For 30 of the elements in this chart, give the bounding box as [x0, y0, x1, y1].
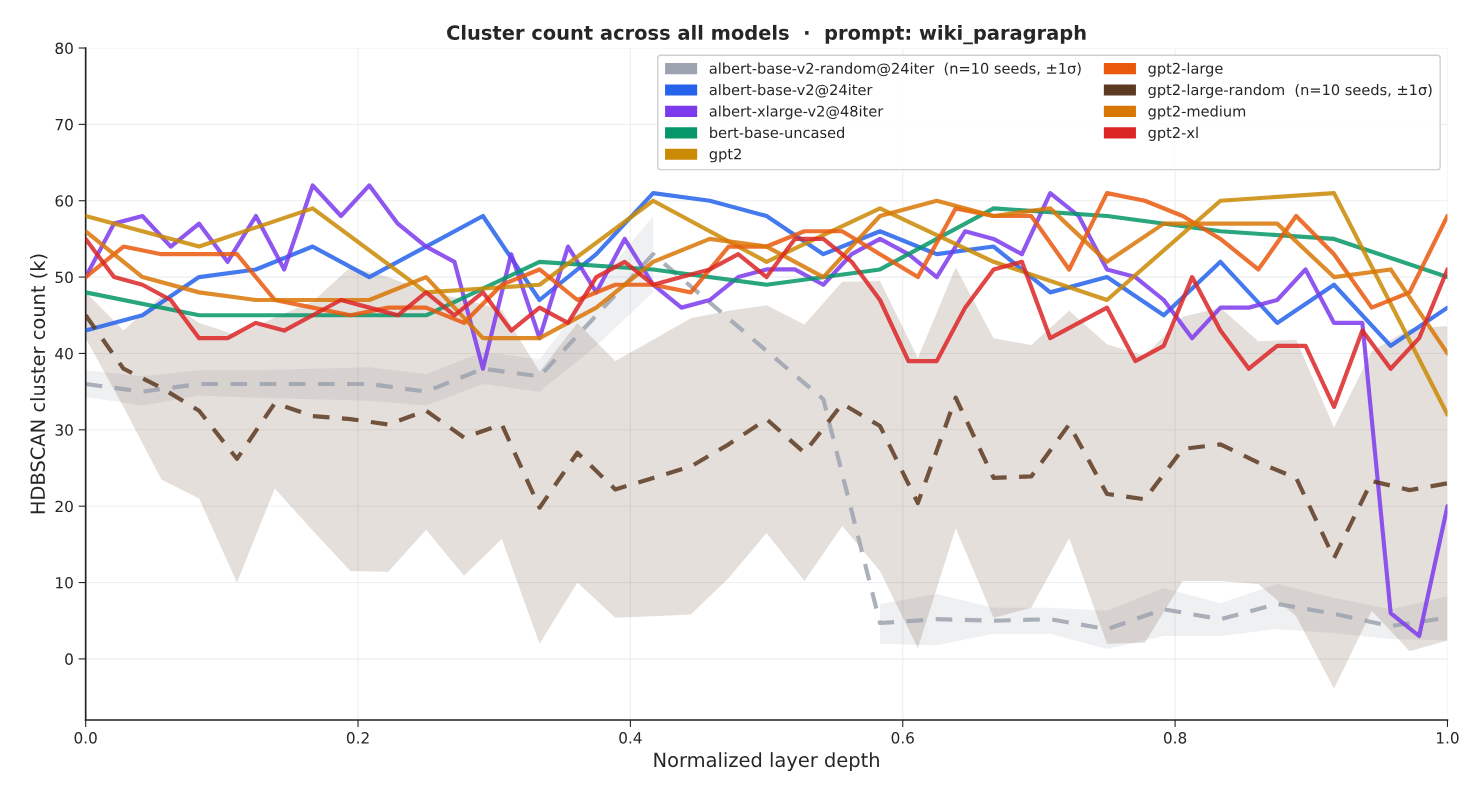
legend-label: gpt2-large [1148, 62, 1223, 77]
legend-label: albert-xlarge-v2@48iter [709, 105, 884, 120]
y-tick-label: 30 [55, 424, 73, 436]
y-tick-label: 50 [55, 271, 73, 284]
x-axis-title: Normalized layer depth [654, 752, 879, 771]
x-tick-label: 0.6 [891, 732, 914, 744]
legend-label: gpt2-large-random (n=10 seeds, ±1σ) [1148, 83, 1432, 99]
x-tick-label: 0.2 [346, 732, 369, 744]
y-tick-label: 10 [56, 577, 73, 589]
legend-label: gpt2-xl [1148, 126, 1198, 141]
legend-label: gpt2-medium [1148, 105, 1246, 120]
line-series [85, 191, 1448, 417]
y-tick-label: 80 [55, 42, 73, 55]
y-axis-title: HDBSCAN cluster count (k) [30, 254, 48, 514]
x-tick-label: 0.0 [74, 732, 97, 744]
chart-title: Cluster count across all models · prompt: wiki_paragraph [447, 24, 1086, 45]
x-tick-label: 0.8 [1163, 732, 1187, 744]
y-tick-label: 0 [65, 653, 73, 665]
y-tick-label: 20 [55, 500, 73, 513]
x-tick-label: 0.4 [619, 732, 642, 744]
x-tick-label: 1.0 [1436, 732, 1459, 744]
legend-label: albert-base-v2-random@24iter (n=10 seeds, ±1σ) [709, 62, 1081, 77]
y-tick-label: 40 [55, 347, 73, 360]
y-tick-label: 70 [55, 118, 73, 131]
line-series [85, 313, 1448, 561]
legend-label: albert-base-v2@24iter [709, 83, 873, 98]
legend-label: bert-base-uncased [710, 126, 844, 139]
line-series [85, 236, 1448, 409]
y-tick-label: 60 [55, 195, 73, 207]
legend-label: gpt2 [709, 148, 741, 163]
